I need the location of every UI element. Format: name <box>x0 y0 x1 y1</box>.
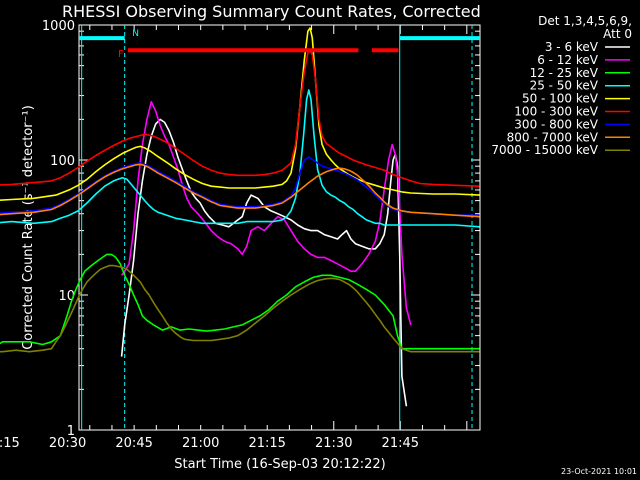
marker-flare: F <box>118 49 124 60</box>
x-tick-label: 20:30 <box>49 436 86 451</box>
x-tick-label: 21:00 <box>182 436 219 451</box>
series-line <box>0 264 480 353</box>
y-axis-label: Corrected Count Rate (s⁻¹ detector⁻¹) <box>21 105 36 350</box>
y-tick-label: 10 <box>58 289 75 304</box>
chart-title: RHESSI Observing Summary Count Rates, Co… <box>62 2 481 21</box>
legend-label: 7000 - 15000 keV <box>491 143 598 157</box>
x-tick-label: 21:15 <box>248 436 285 451</box>
legend-label: 3 - 6 keV <box>545 40 599 54</box>
x-tick-label: 20:15 <box>0 436 20 451</box>
legend-label: 25 - 50 keV <box>530 79 599 93</box>
legend-label: 6 - 12 keV <box>537 53 599 67</box>
legend-header: Det 1,3,4,5,6,9, <box>538 14 632 28</box>
series-line <box>0 89 480 228</box>
legend-label: 12 - 25 keV <box>530 66 599 80</box>
series-line <box>120 101 412 326</box>
series-line <box>0 163 480 218</box>
footer-date: 23-Oct-2021 10:01 <box>561 467 637 476</box>
legend-header: Att 0 <box>603 27 632 41</box>
marker-night: N <box>132 29 139 39</box>
legend-label: 800 - 7000 keV <box>507 130 599 144</box>
y-tick-label: 1 <box>67 424 75 439</box>
x-axis-label: Start Time (16-Sep-03 20:12:22) <box>174 457 385 472</box>
y-tick-label: 1000 <box>42 19 75 34</box>
series-line <box>120 118 408 407</box>
x-tick-label: 21:30 <box>315 436 352 451</box>
legend-label: 50 - 100 keV <box>522 92 599 106</box>
x-tick-label: 20:45 <box>115 436 152 451</box>
series-line <box>0 253 480 350</box>
series-line <box>0 49 480 187</box>
legend-label: 100 - 300 keV <box>514 105 598 119</box>
series-line <box>0 156 480 216</box>
plot-frame <box>78 24 481 431</box>
legend-label: 300 - 800 keV <box>514 117 598 131</box>
y-tick-label: 100 <box>50 154 75 169</box>
x-tick-label: 21:45 <box>382 436 419 451</box>
